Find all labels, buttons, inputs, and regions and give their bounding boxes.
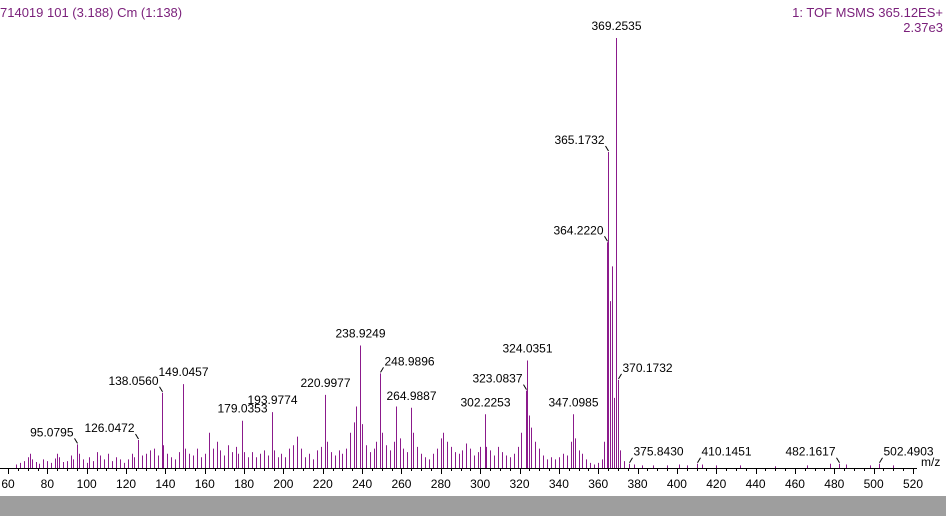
x-tick-label: 520 <box>903 477 923 491</box>
label-leader <box>523 384 527 390</box>
experiment-label: 1: TOF MSMS 365.12ES+ <box>792 5 943 20</box>
x-tick-label: 240 <box>352 477 372 491</box>
label-leaders-layer <box>74 145 883 463</box>
peak-label-482.1617: 482.1617 <box>785 445 835 459</box>
peak-label-248.9896: 248.9896 <box>385 354 435 368</box>
label-leader <box>618 373 622 380</box>
x-tick-label: 80 <box>41 477 55 491</box>
x-tick-label: 100 <box>77 477 97 491</box>
peak-label-95.0795: 95.0795 <box>30 425 74 439</box>
x-tick-label: 360 <box>588 477 608 491</box>
x-tick-label: 180 <box>234 477 254 491</box>
x-tick-label: 400 <box>667 477 687 491</box>
label-leader <box>879 457 883 463</box>
peak-label-370.1732: 370.1732 <box>623 361 673 375</box>
x-tick-label: 320 <box>510 477 530 491</box>
label-leader <box>74 438 78 444</box>
peak-label-502.4903: 502.4903 <box>884 445 934 459</box>
label-leader <box>605 145 609 152</box>
peak-label-138.0560: 138.0560 <box>108 374 158 388</box>
x-tick-label: 220 <box>313 477 333 491</box>
mass-spectrum-chart: 95.0795 126.0472138.0560149.0457179.03531… <box>0 19 940 491</box>
x-tick-label: 160 <box>195 477 215 491</box>
peak-label-323.0837: 323.0837 <box>472 372 522 386</box>
peak-label-149.0457: 149.0457 <box>158 365 208 379</box>
x-tick-label: 440 <box>746 477 766 491</box>
status-bar <box>0 496 946 516</box>
peak-label-364.2220: 364.2220 <box>553 223 603 237</box>
experiment-info: 1: TOF MSMS 365.12ES+ 2.37e3 <box>792 5 943 35</box>
sample-info: 714019 101 (3.188) Cm (1:138) <box>0 5 183 20</box>
x-tick-label: 120 <box>116 477 136 491</box>
peak-label-324.0351: 324.0351 <box>502 342 552 356</box>
x-tick-label: 500 <box>864 477 884 491</box>
label-leader <box>604 235 608 242</box>
x-tick-label: 280 <box>431 477 451 491</box>
x-tick-label: 420 <box>706 477 726 491</box>
peak-label-179.0353: 179.0353 <box>217 402 267 416</box>
intensity-scale: 2.37e3 <box>903 20 943 35</box>
x-tick-label: 300 <box>470 477 490 491</box>
peak-label-347.0985: 347.0985 <box>548 395 598 409</box>
x-axis: 60 80 100 120 140 160 180 200 220 240 260 280 300 320… <box>0 468 923 491</box>
peak-label-369.2535: 369.2535 <box>591 19 641 33</box>
peak-label-193.9774: 193.9774 <box>247 393 297 407</box>
x-tick-label: 200 <box>273 477 293 491</box>
peak-label-126.0472: 126.0472 <box>84 421 134 435</box>
x-tick-label: 260 <box>391 477 411 491</box>
peak-label-365.1732: 365.1732 <box>554 133 604 147</box>
x-tick-label: 140 <box>155 477 175 491</box>
peak-label-238.9249: 238.9249 <box>335 326 385 340</box>
label-leader <box>697 457 701 463</box>
x-tick-label: 460 <box>785 477 805 491</box>
x-tick-label: 340 <box>549 477 569 491</box>
peak-label-410.1451: 410.1451 <box>702 445 752 459</box>
peak-label-302.2253: 302.2253 <box>460 395 510 409</box>
label-leader <box>159 386 163 393</box>
peak-label-220.9977: 220.9977 <box>300 376 350 390</box>
label-leader <box>836 457 840 463</box>
x-tick-label: 480 <box>824 477 844 491</box>
peak-label-264.9887: 264.9887 <box>386 389 436 403</box>
x-tick-label: 60 <box>1 477 15 491</box>
x-tick-label: 380 <box>628 477 648 491</box>
peaks-layer <box>16 38 894 468</box>
label-leader <box>629 457 633 463</box>
label-leader <box>380 367 384 373</box>
label-leader <box>135 433 139 440</box>
peak-label-375.8430: 375.8430 <box>634 445 684 459</box>
x-axis-label: m/z <box>921 455 940 469</box>
